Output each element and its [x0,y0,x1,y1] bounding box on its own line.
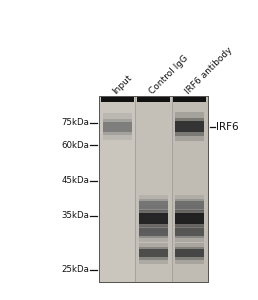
Bar [139,228,168,236]
Text: IRF6 antibody: IRF6 antibody [183,45,234,96]
Text: IRF6: IRF6 [216,122,239,132]
Bar [175,213,204,224]
Bar [175,121,204,132]
Bar [175,228,204,236]
Bar [99,96,208,282]
Bar [99,96,135,282]
Bar [175,242,204,264]
Bar [139,195,168,215]
Bar [175,195,204,215]
Bar [139,213,168,224]
Text: 45kDa: 45kDa [61,176,89,185]
Bar [175,205,204,233]
Text: 60kDa: 60kDa [61,141,89,150]
Bar [175,249,204,257]
Bar [103,113,132,140]
Bar [137,97,170,102]
Text: 25kDa: 25kDa [61,266,89,274]
Bar [175,112,204,141]
Bar [103,118,132,135]
Bar [175,210,204,227]
Bar [175,201,204,209]
Bar [139,201,168,209]
Bar [139,205,168,233]
Text: Input: Input [111,73,134,96]
Bar [101,97,134,102]
Bar [135,96,172,282]
Text: 35kDa: 35kDa [61,212,89,220]
Text: 75kDa: 75kDa [61,118,89,127]
Bar [139,249,168,257]
Bar [103,122,132,132]
Bar [139,247,168,260]
Bar [172,96,208,282]
Bar [99,96,208,282]
Bar [175,118,204,136]
Bar [139,222,168,242]
Bar [175,247,204,260]
Bar [139,242,168,264]
Bar [139,210,168,227]
Bar [173,97,206,102]
Bar [175,199,204,211]
Bar [175,226,204,238]
Bar [139,199,168,211]
Bar [175,222,204,242]
Text: Control IgG: Control IgG [147,53,190,96]
Bar [139,226,168,238]
